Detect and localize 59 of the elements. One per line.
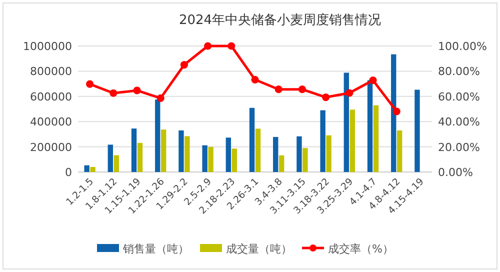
bar: [232, 148, 237, 172]
point: [346, 89, 354, 97]
bar: [208, 146, 214, 172]
bar: [155, 100, 160, 172]
y-tick-label: 1000000: [23, 40, 72, 53]
bar: [249, 108, 255, 172]
bar: [344, 72, 350, 172]
y2-tick-label: 80.00%: [438, 65, 480, 78]
bar: [160, 130, 166, 172]
y2-tick-label: 100.00%: [438, 40, 487, 53]
bar: [226, 138, 232, 172]
legend-label: 成交量（吨）: [226, 242, 292, 256]
point: [251, 76, 259, 84]
y-tick-label: 800000: [30, 65, 72, 78]
point: [392, 108, 400, 116]
bar: [184, 136, 190, 172]
bar: [367, 80, 373, 172]
y-tick-label: 600000: [30, 90, 72, 104]
y2-tick-label: 60.00%: [438, 90, 480, 104]
bar: [326, 135, 332, 172]
legend-label: 成交率（%）: [328, 242, 394, 256]
bar: [90, 166, 96, 172]
point: [110, 89, 118, 97]
bar: [320, 110, 326, 172]
bar: [137, 142, 143, 172]
point: [180, 60, 188, 69]
bar: [108, 144, 114, 172]
bar: [278, 155, 284, 172]
point: [86, 80, 94, 88]
bar: [414, 90, 420, 172]
y2-tick-label: 40.00%: [438, 116, 480, 129]
bar: [373, 105, 379, 172]
bar: [396, 130, 402, 172]
bar: [255, 128, 261, 172]
bar: [84, 165, 90, 172]
y2-tick-label: 20.00%: [438, 140, 480, 154]
bar: [302, 148, 308, 172]
y-tick-label: 0: [65, 166, 72, 179]
bar: [296, 136, 302, 172]
point: [322, 93, 330, 102]
bar: [391, 54, 396, 172]
bar: [131, 128, 137, 172]
bar: [202, 145, 208, 172]
chart-title: 2024年中央储备小麦周度销售情况: [178, 12, 382, 28]
bar: [178, 130, 184, 172]
point: [156, 94, 164, 102]
bar: [273, 136, 278, 172]
point: [298, 86, 306, 94]
point: [204, 42, 212, 50]
point: [228, 42, 236, 50]
bar: [350, 110, 355, 172]
y-tick-label: 200000: [30, 140, 72, 154]
legend-label: 销售量（吨）: [122, 242, 189, 256]
point: [369, 76, 377, 84]
bar: [114, 155, 119, 172]
y-tick-label: 400000: [30, 116, 72, 129]
point: [133, 86, 141, 94]
point: [274, 86, 282, 94]
y2-tick-label: 0.00%: [438, 166, 473, 179]
